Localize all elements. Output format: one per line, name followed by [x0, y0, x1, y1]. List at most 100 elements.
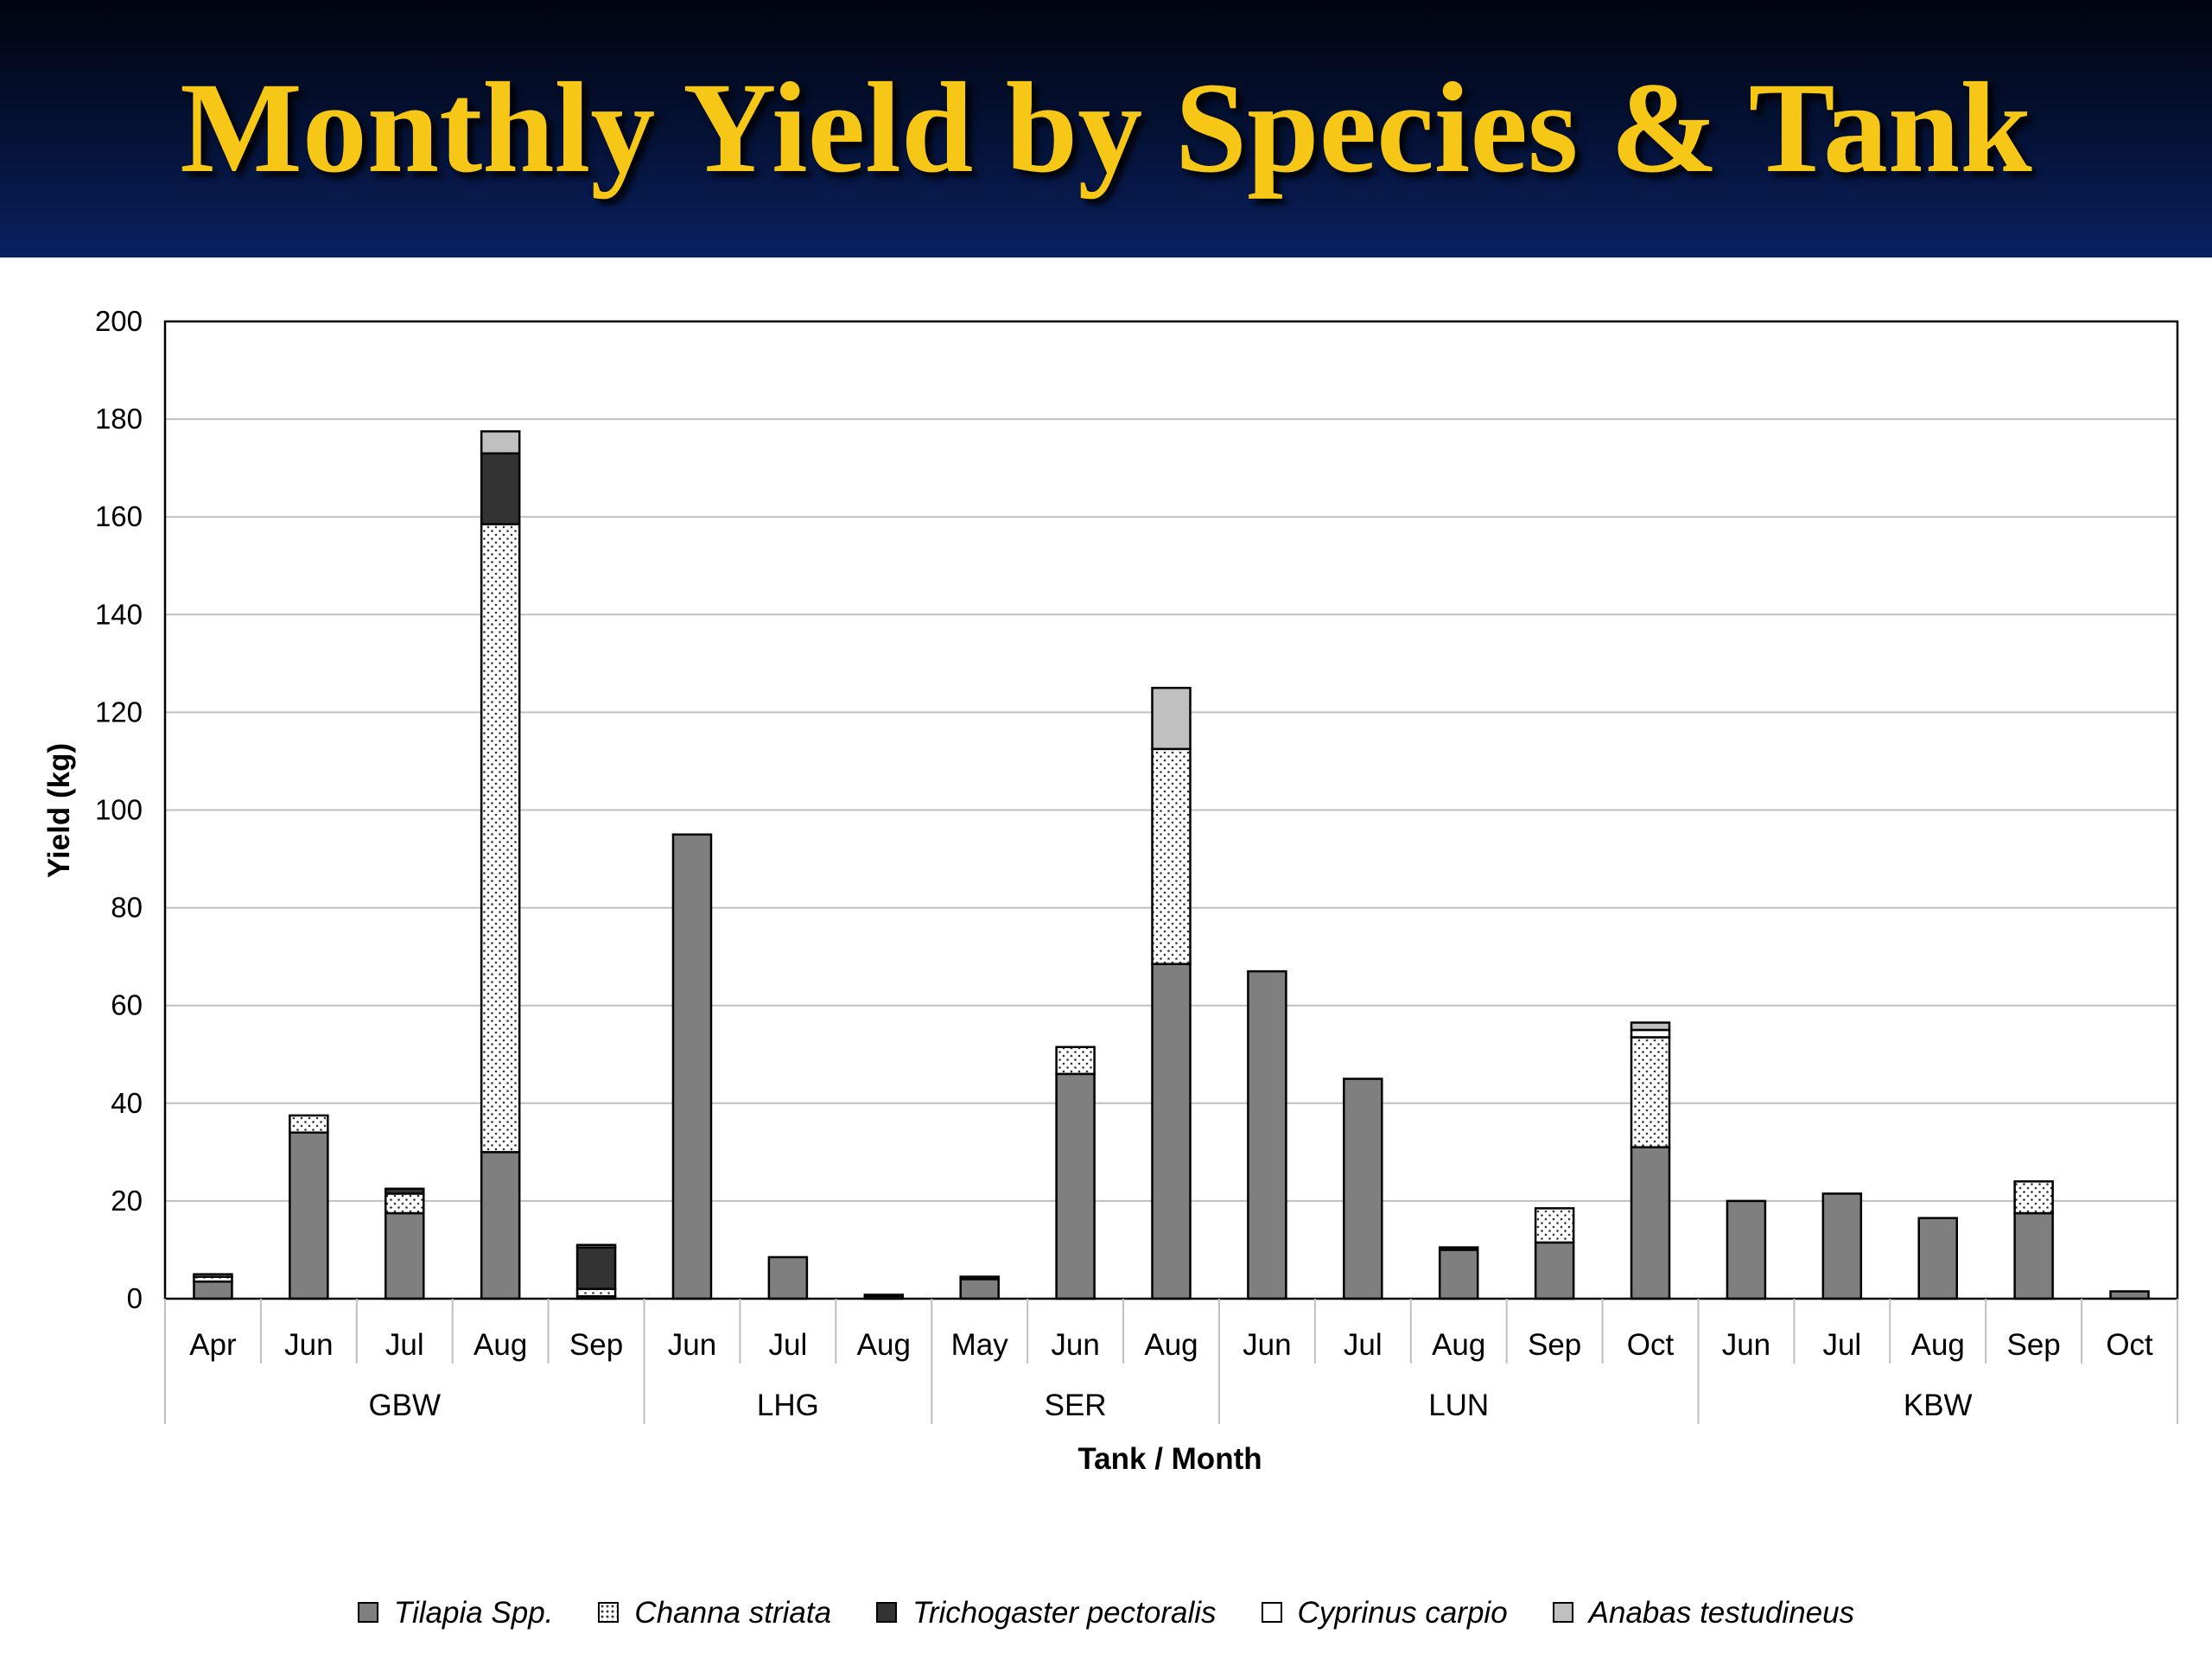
bar-segment	[1821, 1192, 1863, 1300]
bar-segment	[480, 452, 521, 525]
x-tick-label: Aug	[857, 1328, 911, 1362]
x-tick-label: Oct	[2106, 1328, 2153, 1362]
y-tick-label: 60	[111, 989, 143, 1021]
bar-segment	[2013, 1180, 2054, 1215]
bar-segment	[1917, 1217, 1958, 1300]
y-tick-label: 200	[95, 305, 143, 337]
bar-segment	[1151, 963, 1192, 1300]
group-label: KBW	[1904, 1389, 1973, 1422]
y-tick-label: 120	[95, 696, 143, 728]
y-tick-label: 160	[95, 500, 143, 532]
legend-label: Cyprinus carpio	[1297, 1595, 1508, 1630]
bar-segment	[1630, 1021, 1671, 1032]
bar-segment	[1247, 969, 1287, 1300]
legend-label: Tilapia Spp.	[393, 1595, 554, 1630]
group-label: LHG	[757, 1389, 819, 1422]
y-tick-label: 100	[95, 794, 143, 826]
y-axis-label: Yield (kg)	[42, 743, 76, 878]
bar-segment	[289, 1131, 329, 1300]
x-tick-label: Aug	[1911, 1328, 1965, 1362]
bar-segment	[385, 1187, 425, 1195]
x-tick-label: Jun	[1051, 1328, 1099, 1362]
x-tick-label: Jun	[1243, 1328, 1291, 1362]
title-banner	[0, 0, 2212, 257]
bar-segment	[1630, 1028, 1671, 1039]
bar-segment	[1630, 1146, 1671, 1300]
x-tick-label: Sep	[569, 1328, 623, 1362]
legend-label: Anabas testudineus	[1588, 1595, 1855, 1630]
bar-segment	[480, 429, 521, 454]
x-tick-label: Jun	[668, 1328, 716, 1362]
bar-segment	[1055, 1046, 1096, 1076]
bar-segment	[575, 1287, 617, 1298]
x-axis: Apr Jun Jul Aug Sep Jun Jul Aug May Jun Aug Jun Jul A…	[164, 1299, 2178, 1424]
bar-segment	[385, 1192, 425, 1215]
legend-item: Tilapia Spp.	[357, 1595, 554, 1630]
y-axis-ticks: 0 20 40 60 80 100 120 140 160 180 200	[95, 305, 143, 1314]
x-tick-label: Sep	[2007, 1328, 2061, 1362]
bar-segment	[1630, 1036, 1671, 1148]
x-tick-label: Aug	[1432, 1328, 1485, 1362]
x-tick-label: Aug	[1144, 1328, 1198, 1362]
x-tick-label: Jul	[769, 1328, 808, 1362]
plot-frame	[163, 320, 2179, 1300]
x-tick-label: Aug	[474, 1328, 527, 1362]
bar-segment	[863, 1294, 905, 1298]
bar-segment	[1151, 686, 1192, 751]
y-tick-label: 140	[95, 598, 143, 630]
x-tick-label: Apr	[189, 1328, 237, 1362]
bar-segment	[959, 1278, 1000, 1300]
bar-segment	[1534, 1241, 1575, 1300]
legend-label: Trichogaster pectoralis	[912, 1595, 1217, 1630]
y-tick-label: 20	[111, 1185, 143, 1217]
bar-segment	[480, 1151, 521, 1300]
y-tick-label: 180	[95, 403, 143, 435]
bar-segment	[193, 1280, 233, 1300]
bar-segment	[193, 1273, 233, 1278]
x-axis-label: Tank / Month	[1077, 1442, 1262, 1476]
x-tick-label: Oct	[1627, 1328, 1675, 1362]
x-tick-label: Jun	[1722, 1328, 1770, 1362]
x-tick-label: Jun	[284, 1328, 333, 1362]
x-tick-label: May	[951, 1328, 1009, 1362]
bar-segment	[767, 1255, 809, 1300]
legend-item: Cyprinus carpio	[1261, 1595, 1508, 1630]
group-label: SER	[1045, 1389, 1107, 1422]
legend-swatch	[1552, 1601, 1573, 1623]
legend-swatch	[1261, 1601, 1282, 1623]
y-tick-label: 40	[111, 1087, 143, 1119]
legend-swatch	[876, 1601, 898, 1623]
x-tick-label: Sep	[1528, 1328, 1581, 1362]
legend: Tilapia Spp. Channa striata Trichogaster p…	[0, 1594, 2212, 1630]
page-title: Monthly Yield by Species & Tank	[180, 56, 2032, 200]
bar-segment	[575, 1246, 617, 1290]
bar-segment	[480, 523, 521, 1154]
bar-segment	[1055, 1072, 1096, 1300]
legend-label: Channa striata	[634, 1595, 832, 1630]
bars	[193, 429, 2150, 1300]
bar-segment	[1151, 747, 1192, 965]
x-tick-label: Jul	[1822, 1328, 1861, 1362]
bar-segment	[385, 1211, 425, 1300]
bar-segment	[1438, 1246, 1479, 1251]
bar-segment	[959, 1275, 1000, 1281]
group-label: LUN	[1428, 1389, 1489, 1422]
bar-segment	[575, 1243, 617, 1249]
bar-segment	[2013, 1211, 2054, 1300]
bar-segment	[1438, 1249, 1479, 1300]
legend-item: Trichogaster pectoralis	[876, 1595, 1217, 1630]
bar-segment	[289, 1114, 329, 1134]
bar-segment	[1534, 1207, 1575, 1244]
legend-swatch	[357, 1601, 378, 1623]
x-tick-label: Jul	[1344, 1328, 1382, 1362]
bar-segment	[1726, 1199, 1767, 1300]
x-tick-label: Jul	[385, 1328, 424, 1362]
y-tick-label: 0	[127, 1282, 143, 1314]
legend-item: Anabas testudineus	[1552, 1595, 1855, 1630]
bar-segment	[1343, 1077, 1383, 1300]
legend-item: Channa striata	[598, 1596, 831, 1630]
legend-swatch	[598, 1601, 620, 1623]
bar-segment	[671, 833, 713, 1300]
bar-segment	[2109, 1290, 2150, 1300]
